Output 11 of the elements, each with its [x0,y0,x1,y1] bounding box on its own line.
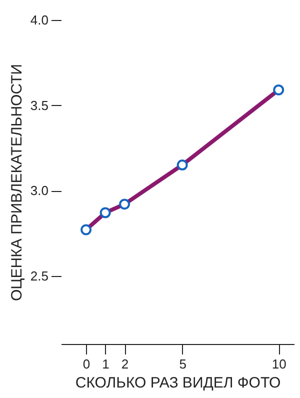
x-tick-label: 5 [179,356,186,372]
x-tick-label: 0 [82,356,90,372]
y-tick-label: 3.5 [30,98,48,113]
x-tick-label: 10 [272,356,286,372]
x-tick-label: 1 [102,356,110,372]
y-tick-label: 3.0 [30,183,48,198]
y-tick-label: 4.0 [30,12,48,28]
x-axis-title: СКОЛЬКО РАЗ ВИДЕЛ ФОТО [75,374,281,392]
y-axis-title: ОЦЕНКА ПРИВЛЕКАТЕЛЬНОСТИ [8,64,26,301]
y-tick-label: 2.5 [30,268,48,284]
x-tick-label: 2 [121,356,129,372]
